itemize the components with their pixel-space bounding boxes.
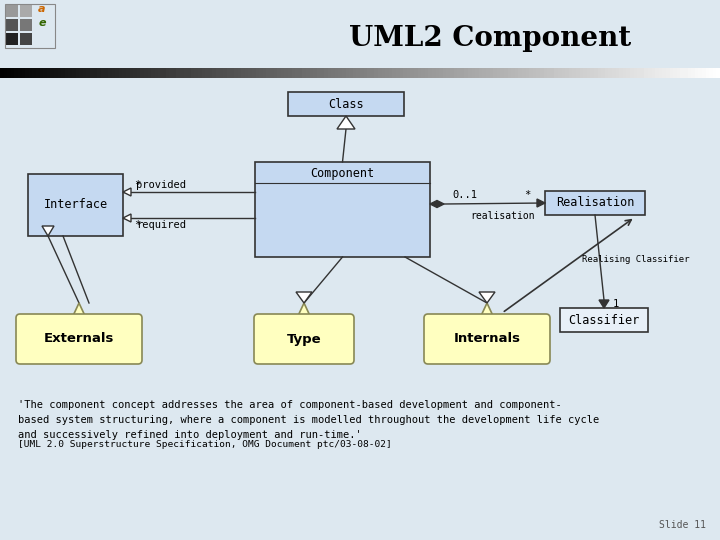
Polygon shape <box>599 300 609 308</box>
FancyBboxPatch shape <box>28 174 123 236</box>
Text: required: required <box>136 220 186 230</box>
Text: e: e <box>38 18 46 28</box>
Text: [UML 2.0 Superstructure Specification, OMG Document ptc/03-08-02]: [UML 2.0 Superstructure Specification, O… <box>18 440 392 449</box>
Polygon shape <box>42 226 54 236</box>
Text: *: * <box>134 220 140 230</box>
Text: Component: Component <box>310 166 374 179</box>
Text: 'The component concept addresses the area of component-based development and com: 'The component concept addresses the are… <box>18 400 599 440</box>
FancyBboxPatch shape <box>424 314 550 364</box>
Text: Externals: Externals <box>44 333 114 346</box>
Text: 1: 1 <box>613 299 619 309</box>
Polygon shape <box>296 292 312 303</box>
Bar <box>6 19 18 31</box>
Bar <box>20 5 32 17</box>
Polygon shape <box>537 199 545 207</box>
Polygon shape <box>479 292 495 303</box>
Text: Realising Classifier: Realising Classifier <box>582 255 690 264</box>
Text: UML2 Component: UML2 Component <box>349 24 631 51</box>
Text: Slide 11: Slide 11 <box>659 520 706 530</box>
Text: Realisation: Realisation <box>556 197 634 210</box>
Polygon shape <box>430 200 444 207</box>
Text: Class: Class <box>328 98 364 111</box>
Text: Interface: Interface <box>43 199 107 212</box>
Bar <box>6 5 18 17</box>
FancyBboxPatch shape <box>255 162 430 257</box>
Text: 0..1: 0..1 <box>452 190 477 200</box>
Text: realisation: realisation <box>470 211 535 221</box>
Polygon shape <box>337 116 355 129</box>
Polygon shape <box>72 303 86 318</box>
FancyBboxPatch shape <box>254 314 354 364</box>
Bar <box>5 4 55 48</box>
FancyBboxPatch shape <box>545 191 645 215</box>
Polygon shape <box>297 303 311 318</box>
Bar <box>20 19 32 31</box>
Polygon shape <box>123 214 131 222</box>
Text: provided: provided <box>136 180 186 190</box>
FancyBboxPatch shape <box>288 92 404 116</box>
Text: *: * <box>134 180 140 190</box>
FancyBboxPatch shape <box>16 314 142 364</box>
Text: Internals: Internals <box>454 333 521 346</box>
Bar <box>20 33 32 45</box>
Text: Type: Type <box>287 333 321 346</box>
Text: *: * <box>524 190 530 200</box>
FancyBboxPatch shape <box>560 308 648 332</box>
Text: a: a <box>38 4 46 14</box>
Text: Classifier: Classifier <box>568 314 639 327</box>
Bar <box>6 33 18 45</box>
Polygon shape <box>480 303 494 318</box>
Polygon shape <box>123 188 131 196</box>
